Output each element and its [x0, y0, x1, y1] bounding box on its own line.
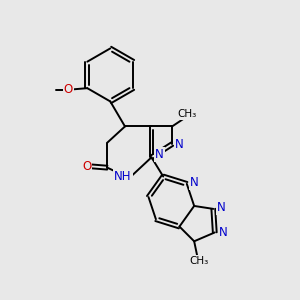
Text: CH₃: CH₃	[190, 256, 209, 266]
Text: NH: NH	[114, 170, 132, 183]
Text: N: N	[175, 138, 184, 151]
Text: N: N	[219, 226, 227, 239]
Text: CH₃: CH₃	[178, 109, 197, 119]
Text: O: O	[82, 160, 91, 173]
Text: N: N	[190, 176, 199, 189]
Text: N: N	[155, 148, 164, 161]
Text: O: O	[64, 83, 73, 96]
Text: N: N	[217, 201, 226, 214]
